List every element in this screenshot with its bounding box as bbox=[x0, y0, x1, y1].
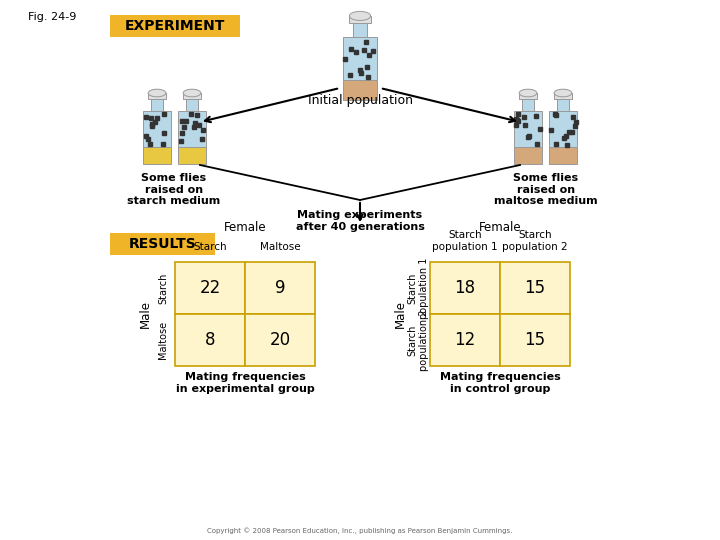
Text: Mating frequencies
in control group: Mating frequencies in control group bbox=[440, 372, 560, 394]
Text: Some flies
raised on
maltose medium: Some flies raised on maltose medium bbox=[494, 173, 598, 206]
Text: Starch
population 1: Starch population 1 bbox=[432, 231, 498, 252]
Bar bbox=[557, 99, 569, 111]
Bar bbox=[554, 93, 572, 99]
Bar bbox=[522, 99, 534, 111]
Bar bbox=[500, 314, 570, 366]
Bar bbox=[175, 262, 245, 314]
Text: Starch
population 2: Starch population 2 bbox=[408, 309, 429, 371]
Bar bbox=[148, 93, 166, 99]
Text: 20: 20 bbox=[269, 331, 291, 349]
Bar bbox=[245, 314, 315, 366]
Text: EXPERIMENT: EXPERIMENT bbox=[125, 19, 225, 33]
Text: Starch
population 1: Starch population 1 bbox=[408, 258, 429, 319]
Text: 8: 8 bbox=[204, 331, 215, 349]
Text: Some flies
raised on
starch medium: Some flies raised on starch medium bbox=[127, 173, 220, 206]
Text: 15: 15 bbox=[524, 331, 546, 349]
Text: Initial population: Initial population bbox=[307, 94, 413, 107]
Text: RESULTS: RESULTS bbox=[129, 237, 197, 251]
Text: Fig. 24-9: Fig. 24-9 bbox=[28, 12, 76, 22]
Bar bbox=[500, 262, 570, 314]
Bar bbox=[514, 111, 542, 147]
Bar bbox=[353, 23, 367, 37]
Bar bbox=[549, 111, 577, 147]
Text: 18: 18 bbox=[454, 279, 476, 297]
Ellipse shape bbox=[519, 89, 537, 97]
Text: Maltose: Maltose bbox=[158, 321, 168, 359]
Bar bbox=[430, 262, 500, 314]
Text: Starch: Starch bbox=[193, 242, 227, 252]
Bar bbox=[178, 147, 206, 164]
Bar bbox=[151, 99, 163, 111]
Text: Male: Male bbox=[394, 300, 407, 328]
Text: Starch: Starch bbox=[158, 272, 168, 303]
Ellipse shape bbox=[148, 89, 166, 97]
Ellipse shape bbox=[183, 89, 201, 97]
Text: Male: Male bbox=[138, 300, 151, 328]
Text: Female: Female bbox=[224, 221, 266, 234]
Ellipse shape bbox=[349, 11, 371, 21]
Bar bbox=[343, 37, 377, 80]
Text: Maltose: Maltose bbox=[260, 242, 300, 252]
Bar bbox=[349, 16, 371, 23]
Text: 22: 22 bbox=[199, 279, 220, 297]
Bar bbox=[178, 111, 206, 147]
Text: Starch
population 2: Starch population 2 bbox=[502, 231, 568, 252]
Bar bbox=[143, 147, 171, 164]
Bar bbox=[245, 262, 315, 314]
Text: Mating experiments
after 40 generations: Mating experiments after 40 generations bbox=[296, 210, 424, 232]
Bar bbox=[143, 111, 171, 147]
Bar bbox=[519, 93, 537, 99]
Bar bbox=[110, 233, 215, 255]
Bar bbox=[110, 15, 240, 37]
Bar bbox=[430, 314, 500, 366]
Text: Mating frequencies
in experimental group: Mating frequencies in experimental group bbox=[176, 372, 315, 394]
Text: Female: Female bbox=[479, 221, 521, 234]
Text: 9: 9 bbox=[275, 279, 285, 297]
Bar bbox=[186, 99, 198, 111]
Text: 12: 12 bbox=[454, 331, 476, 349]
Bar bbox=[175, 314, 245, 366]
Bar bbox=[549, 147, 577, 164]
Ellipse shape bbox=[554, 89, 572, 97]
Text: Copyright © 2008 Pearson Education, Inc., publishing as Pearson Benjamin Cumming: Copyright © 2008 Pearson Education, Inc.… bbox=[207, 528, 513, 534]
Bar bbox=[183, 93, 201, 99]
Text: 15: 15 bbox=[524, 279, 546, 297]
Bar bbox=[343, 80, 377, 100]
Bar bbox=[514, 147, 542, 164]
